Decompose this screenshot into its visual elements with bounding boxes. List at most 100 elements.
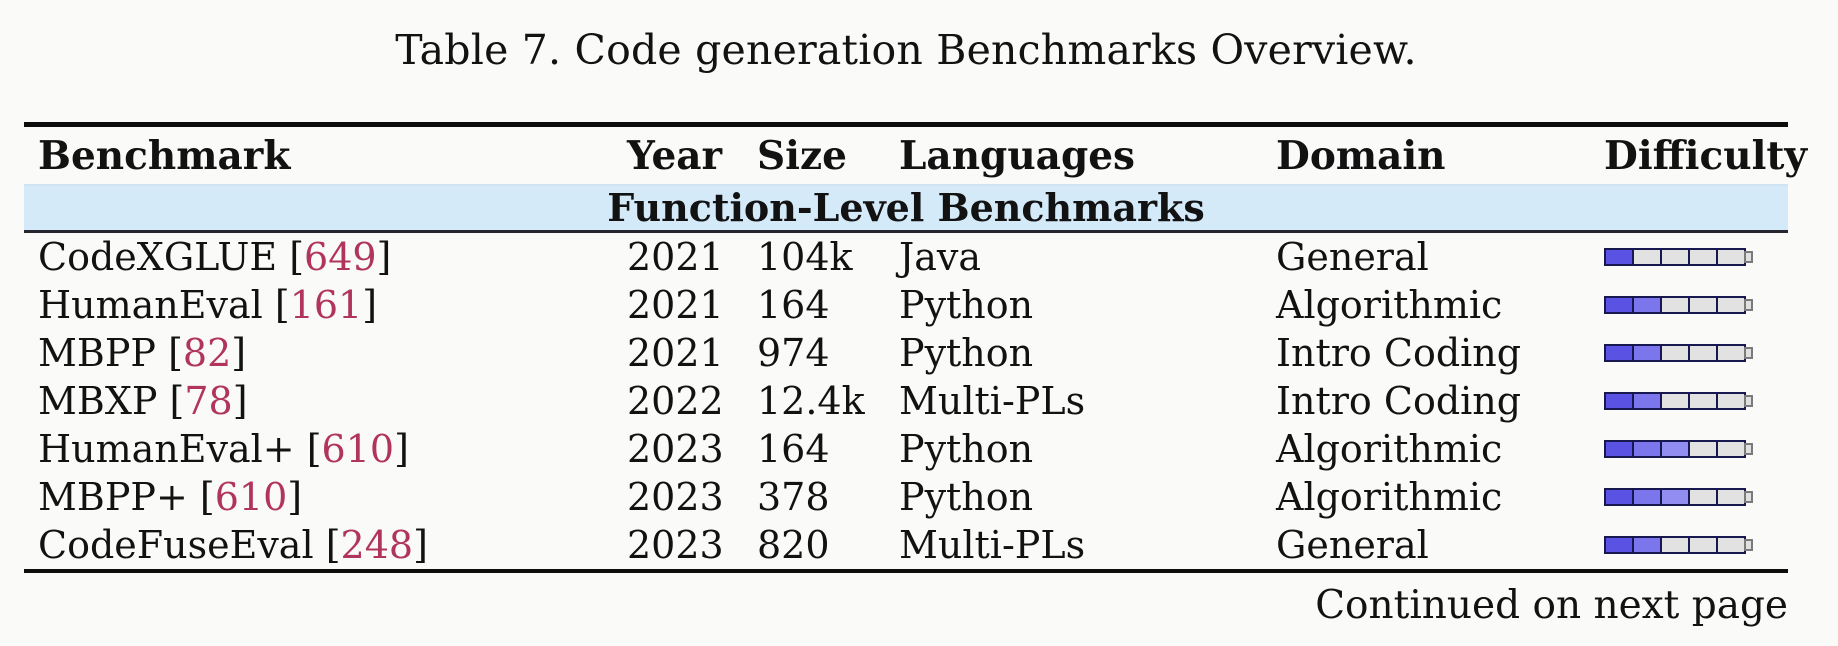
- table-row: MBPP [82] 2021 974 Python Intro Coding: [24, 329, 1788, 377]
- cell-difficulty: [1604, 536, 1788, 554]
- cell-difficulty: [1604, 440, 1788, 458]
- difficulty-segment: [1718, 346, 1744, 360]
- difficulty-segment: [1662, 442, 1690, 456]
- citation-bracket-open: [: [294, 427, 322, 471]
- difficulty-segment: [1718, 538, 1744, 552]
- difficulty-segment: [1606, 538, 1634, 552]
- citation-bracket-close: ]: [413, 523, 428, 567]
- difficulty-bar: [1604, 488, 1746, 506]
- difficulty-segment: [1662, 394, 1690, 408]
- difficulty-bar: [1604, 248, 1746, 266]
- cell-benchmark: MBXP [78]: [24, 379, 627, 423]
- column-header-benchmark: Benchmark: [38, 132, 291, 179]
- difficulty-bar: [1604, 536, 1746, 554]
- column-header-size: Size: [757, 132, 847, 179]
- citation-number[interactable]: 610: [321, 427, 395, 471]
- table-caption: Table 7. Code generation Benchmarks Over…: [395, 26, 1417, 74]
- cell-domain: Intro Coding: [1276, 331, 1522, 375]
- cell-year: 2022: [627, 379, 724, 423]
- cell-benchmark: CodeXGLUE [649]: [24, 235, 627, 279]
- cell-benchmark: MBPP [82]: [24, 331, 627, 375]
- cell-difficulty: [1604, 488, 1788, 506]
- difficulty-segment: [1606, 250, 1634, 264]
- cell-year: 2023: [627, 523, 724, 567]
- citation-number[interactable]: 78: [184, 379, 233, 423]
- citation-bracket-open: [: [187, 475, 215, 519]
- citation-number[interactable]: 248: [340, 523, 414, 567]
- difficulty-segment: [1690, 490, 1718, 504]
- cell-languages: Multi-PLs: [899, 523, 1086, 567]
- column-header-year: Year: [627, 132, 723, 179]
- cell-year: 2021: [627, 283, 724, 327]
- difficulty-segment: [1718, 394, 1744, 408]
- citation-bracket-close: ]: [287, 475, 303, 519]
- difficulty-segment: [1634, 442, 1662, 456]
- cell-benchmark: MBPP+ [610]: [24, 475, 627, 519]
- table-row: MBXP [78] 2022 12.4k Multi-PLs Intro Cod…: [24, 377, 1788, 425]
- cell-domain: Algorithmic: [1276, 283, 1503, 327]
- difficulty-segment: [1606, 490, 1634, 504]
- citation-number[interactable]: 161: [289, 283, 363, 327]
- table-bottom-rule: [24, 569, 1788, 573]
- benchmark-name: MBPP+: [38, 475, 188, 519]
- citation-number[interactable]: 649: [304, 235, 377, 279]
- citation-bracket-close: ]: [362, 283, 378, 327]
- citation-bracket-close: ]: [394, 427, 409, 471]
- difficulty-segment: [1690, 346, 1718, 360]
- cell-domain: General: [1276, 235, 1429, 279]
- benchmark-name: CodeXGLUE: [38, 235, 278, 279]
- difficulty-segment: [1634, 346, 1662, 360]
- table-row: CodeXGLUE [649] 2021 104k Java General: [24, 233, 1788, 281]
- difficulty-segment: [1662, 298, 1690, 312]
- cell-languages: Python: [899, 283, 1034, 327]
- difficulty-segment: [1690, 250, 1718, 264]
- difficulty-segment: [1718, 298, 1744, 312]
- cell-size: 378: [757, 475, 830, 519]
- citation-number[interactable]: 610: [214, 475, 288, 519]
- benchmark-name: HumanEval: [38, 283, 263, 327]
- cell-difficulty: [1604, 344, 1788, 362]
- difficulty-bar: [1604, 344, 1746, 362]
- cell-difficulty: [1604, 248, 1788, 266]
- section-header-function-level: Function-Level Benchmarks: [24, 184, 1788, 233]
- citation-bracket-close: ]: [232, 379, 248, 423]
- citation-bracket-open: [: [157, 379, 185, 423]
- citation-bracket-open: [: [262, 283, 290, 327]
- table-rows: CodeXGLUE [649] 2021 104k Java General H…: [24, 233, 1788, 569]
- difficulty-segment: [1718, 490, 1744, 504]
- cell-benchmark: CodeFuseEval [248]: [24, 523, 627, 567]
- citation-bracket-open: [: [313, 523, 341, 567]
- cell-difficulty: [1604, 392, 1788, 410]
- cell-size: 164: [757, 283, 830, 327]
- difficulty-segment: [1634, 250, 1662, 264]
- cell-year: 2021: [627, 235, 724, 279]
- table-top-rule: [24, 122, 1788, 127]
- difficulty-bar: [1604, 392, 1746, 410]
- table-row: CodeFuseEval [248] 2023 820 Multi-PLs Ge…: [24, 521, 1788, 569]
- cell-size: 12.4k: [757, 379, 865, 423]
- continued-note: Continued on next page: [1315, 583, 1788, 628]
- citation-number[interactable]: 82: [182, 331, 232, 375]
- column-header-domain: Domain: [1276, 132, 1446, 179]
- difficulty-bar: [1604, 440, 1746, 458]
- cell-year: 2023: [627, 427, 724, 471]
- cell-domain: General: [1276, 523, 1429, 567]
- benchmarks-table: Benchmark Year Size Languages Domain Dif…: [24, 122, 1807, 573]
- table-row: MBPP+ [610] 2023 378 Python Algorithmic: [24, 473, 1788, 521]
- citation-bracket-open: [: [155, 331, 183, 375]
- cell-domain: Algorithmic: [1276, 475, 1503, 519]
- difficulty-segment: [1690, 538, 1718, 552]
- cell-size: 164: [757, 427, 830, 471]
- difficulty-segment: [1662, 250, 1690, 264]
- difficulty-segment: [1634, 490, 1662, 504]
- difficulty-segment: [1606, 442, 1634, 456]
- difficulty-bar: [1604, 296, 1746, 314]
- difficulty-segment: [1718, 442, 1744, 456]
- citation-bracket-close: ]: [231, 331, 247, 375]
- benchmark-name: HumanEval+: [38, 427, 295, 471]
- difficulty-segment: [1718, 250, 1744, 264]
- benchmark-name: CodeFuseEval: [38, 523, 314, 567]
- difficulty-segment: [1606, 394, 1634, 408]
- cell-languages: Python: [899, 475, 1034, 519]
